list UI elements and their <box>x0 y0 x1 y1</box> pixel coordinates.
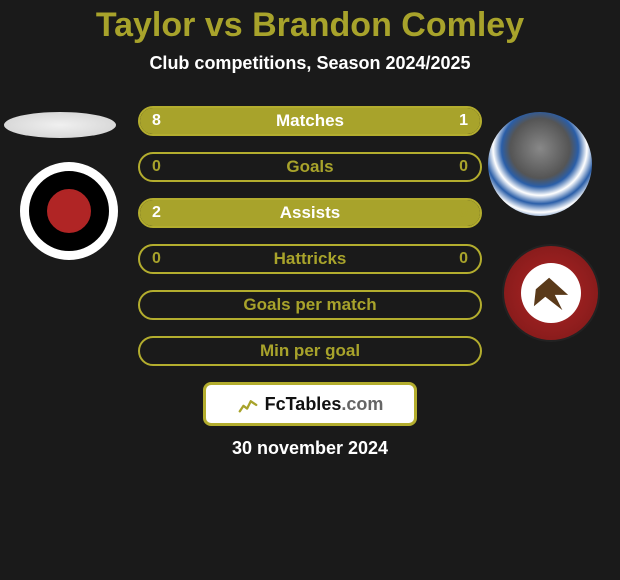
subtitle: Club competitions, Season 2024/2025 <box>0 53 620 74</box>
stat-value-left: 2 <box>152 204 161 222</box>
page-title: Taylor vs Brandon Comley <box>0 0 620 45</box>
player-photo-left <box>4 112 116 138</box>
stat-value-left: 0 <box>152 158 161 176</box>
fctables-name: FcTables <box>265 394 342 415</box>
stat-label: Hattricks <box>140 249 480 269</box>
stat-value-right: 0 <box>459 204 468 222</box>
date-label: 30 november 2024 <box>0 438 620 459</box>
club-badge-left <box>20 162 118 260</box>
stat-value-right: 0 <box>459 158 468 176</box>
stat-bars: Matches81Goals00Assists20Hattricks00Goal… <box>138 106 482 366</box>
club-badge-right <box>502 244 600 342</box>
stat-label: Assists <box>140 203 480 223</box>
stat-row: Goals0 0 <box>138 152 482 182</box>
stat-label: Matches <box>140 111 480 131</box>
stat-row: Assists2 0 <box>138 198 482 228</box>
fctables-ext: .com <box>341 394 383 415</box>
stat-label: Goals <box>140 157 480 177</box>
fctables-badge[interactable]: FcTables.com <box>203 382 417 426</box>
stat-row: Min per goal <box>138 336 482 366</box>
comparison-panel: Matches81Goals00Assists20Hattricks00Goal… <box>0 106 620 366</box>
stat-row: Goals per match <box>138 290 482 320</box>
stat-value-left: 8 <box>152 112 161 130</box>
stat-value-right: 1 <box>459 112 468 130</box>
stat-value-right: 0 <box>459 250 468 268</box>
player-photo-right <box>488 112 592 216</box>
stat-row: Matches8 1 <box>138 106 482 136</box>
stat-label: Min per goal <box>140 341 480 361</box>
stat-value-left: 0 <box>152 250 161 268</box>
fctables-icon <box>237 393 259 415</box>
stat-row: Hattricks0 0 <box>138 244 482 274</box>
stat-label: Goals per match <box>140 295 480 315</box>
